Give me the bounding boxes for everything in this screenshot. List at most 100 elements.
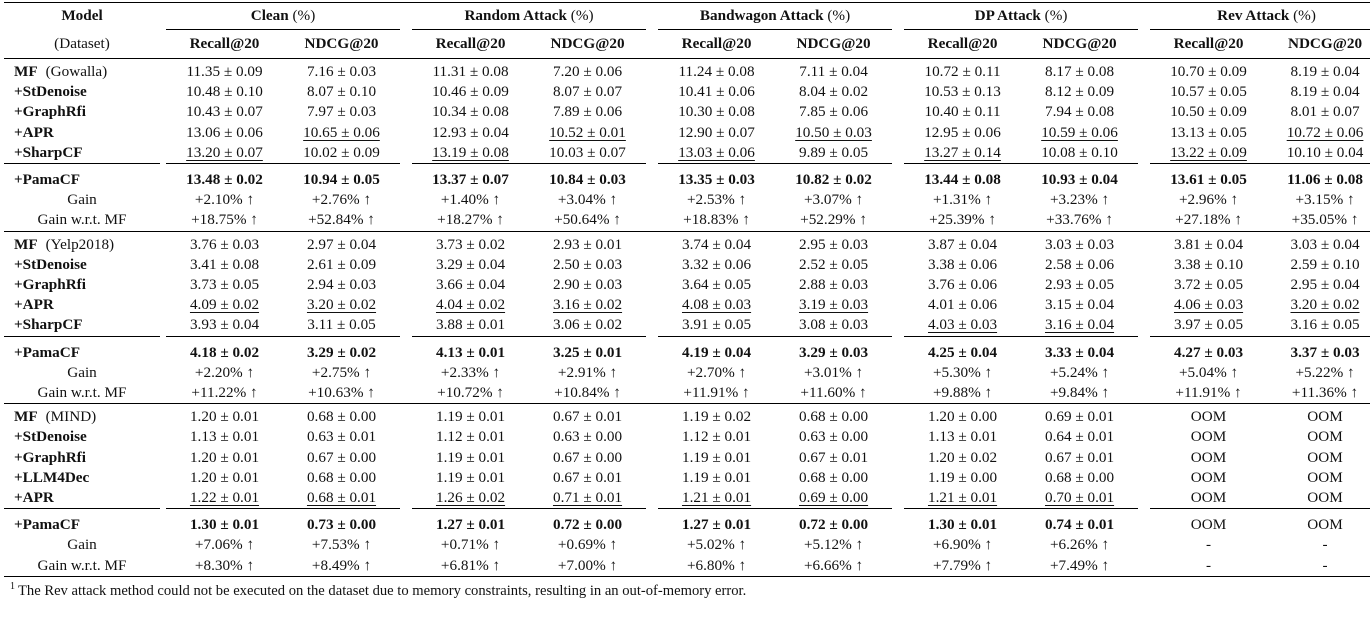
table-cell: 3.03 ± 0.03	[1021, 230, 1139, 255]
cell-value: +5.22% ↑	[1295, 363, 1355, 381]
cell-value: 0.69 ± 0.01	[1044, 408, 1115, 426]
table-cell: 8.07 ± 0.07	[529, 82, 646, 102]
cell-value: 0.63 ± 0.01	[306, 428, 377, 446]
cell-value: +6.90% ↑	[932, 536, 993, 554]
table-cell: 2.50 ± 0.03	[529, 255, 646, 275]
cell-value: 13.44 ± 0.08	[924, 171, 1001, 189]
cell-value: 10.02 ± 0.09	[303, 143, 380, 161]
table-cell: +5.24% ↑	[1021, 363, 1138, 383]
model-cell: MF (MIND)	[4, 403, 160, 428]
table-cell: 10.10 ± 0.04	[1267, 143, 1370, 164]
table-cell: 3.03 ± 0.04	[1267, 230, 1370, 255]
table-cell: 1.13 ± 0.01	[904, 427, 1021, 447]
table-cell: +1.40% ↑	[412, 190, 529, 210]
table-cell: +18.83% ↑	[658, 210, 775, 231]
model-name: +GraphRfi	[14, 276, 86, 294]
cell-value: 10.10 ± 0.04	[1286, 143, 1364, 161]
cell-value: 0.71 ± 0.01	[552, 489, 623, 507]
row-label: Gain w.r.t. MF	[37, 556, 127, 574]
cell-value: 7.85 ± 0.06	[798, 103, 869, 121]
table-cell: 3.20 ± 0.02	[1267, 295, 1370, 315]
table-cell: OOM	[1150, 403, 1268, 428]
table-cell: 13.20 ± 0.07	[166, 143, 283, 164]
cell-value: 0.68 ± 0.00	[1044, 468, 1115, 486]
cell-value: 8.12 ± 0.09	[1044, 83, 1115, 101]
table-cell: 3.29 ± 0.02	[283, 335, 401, 363]
cell-value: 1.27 ± 0.01	[681, 516, 752, 534]
table-cell: 10.84 ± 0.03	[529, 163, 647, 191]
table-cell: 10.70 ± 0.09	[1150, 59, 1267, 83]
cell-value: +8.30% ↑	[194, 556, 255, 574]
table-cell: 12.93 ± 0.04	[412, 123, 529, 143]
model-name: MF	[14, 408, 38, 426]
table-cell: 8.19 ± 0.04	[1267, 59, 1370, 83]
table-cell: 1.20 ± 0.01	[166, 468, 283, 488]
cell-value: 3.87 ± 0.04	[927, 235, 998, 253]
table-cell: +3.15% ↑	[1267, 190, 1370, 210]
model-cell: +PamaCF	[4, 163, 160, 191]
cell-value: 10.94 ± 0.05	[303, 171, 380, 189]
table-cell: 0.67 ± 0.01	[775, 448, 892, 468]
cell-value: 13.06 ± 0.06	[186, 123, 263, 141]
cell-value: +11.91% ↑	[683, 384, 750, 402]
table-cell: 0.64 ± 0.01	[1021, 427, 1138, 447]
cell-value: 0.68 ± 0.00	[306, 468, 377, 486]
table-row: +APR 1.22 ± 0.01 0.68 ± 0.01 1.26 ± 0.02 0.7…	[4, 488, 1370, 509]
table-cell: 3.11 ± 0.05	[283, 315, 400, 336]
table-cell: 10.53 ± 0.13	[904, 82, 1021, 102]
table-cell: +33.76% ↑	[1021, 210, 1138, 231]
table-cell: +10.84% ↑	[529, 383, 646, 404]
table-cell: 7.97 ± 0.03	[283, 102, 400, 122]
table-cell: +0.71% ↑	[412, 535, 529, 555]
table-cell: 10.65 ± 0.06	[283, 123, 400, 143]
model-name: +LLM4Dec	[14, 468, 90, 486]
cell-value: +2.10% ↑	[194, 191, 255, 209]
cell-value: 3.33 ± 0.04	[1044, 343, 1115, 361]
cell-value: OOM	[1307, 408, 1343, 426]
table-cell: 0.68 ± 0.00	[283, 468, 400, 488]
table-cell: +5.04% ↑	[1150, 363, 1267, 383]
cell-value: 4.19 ± 0.04	[681, 343, 752, 361]
table-cell: 10.34 ± 0.08	[412, 102, 529, 122]
table-cell: 0.63 ± 0.00	[529, 427, 646, 447]
table-cell: 0.67 ± 0.01	[529, 468, 646, 488]
table-cell: +3.04% ↑	[529, 190, 646, 210]
table-cell: +0.69% ↑	[529, 535, 646, 555]
cell-value: OOM	[1190, 468, 1227, 486]
cell-value: 3.97 ± 0.05	[1173, 316, 1244, 334]
table-cell: +6.90% ↑	[904, 535, 1021, 555]
table-cell: 0.68 ± 0.01	[283, 488, 400, 509]
table-cell: 13.61 ± 0.05	[1150, 163, 1268, 191]
table-cell: 1.30 ± 0.01	[166, 508, 283, 536]
cell-value: +10.84% ↑	[554, 384, 621, 402]
cell-value: 1.19 ± 0.02	[681, 408, 752, 426]
table-cell: 1.21 ± 0.01	[658, 488, 775, 509]
table-cell: 3.76 ± 0.06	[904, 275, 1021, 295]
table-cell: 3.37 ± 0.03	[1267, 335, 1370, 363]
metric-header-recall: Recall@20	[166, 29, 283, 59]
table-cell: +2.70% ↑	[658, 363, 775, 383]
table-cell: -	[1150, 555, 1268, 577]
cell-value: +6.80% ↑	[686, 556, 747, 574]
cell-value: +7.53% ↑	[311, 536, 372, 554]
table-cell: +8.30% ↑	[166, 555, 283, 577]
cell-value: OOM	[1307, 468, 1343, 486]
table-cell: 13.06 ± 0.06	[166, 123, 283, 143]
cell-value: 8.19 ± 0.04	[1290, 63, 1360, 80]
cell-value: OOM	[1190, 428, 1227, 446]
cell-value: 0.67 ± 0.00	[306, 448, 377, 466]
table-cell: 3.15 ± 0.04	[1021, 295, 1138, 315]
cell-value: 3.38 ± 0.10	[1173, 255, 1244, 273]
model-cell: +SharpCF	[4, 143, 160, 164]
cell-value: 3.25 ± 0.01	[552, 343, 623, 361]
cell-value: 0.72 ± 0.00	[798, 516, 869, 534]
table-cell: +5.30% ↑	[904, 363, 1021, 383]
cell-value: +52.29% ↑	[800, 211, 867, 229]
table-cell: 8.07 ± 0.10	[283, 82, 400, 102]
table-cell: 7.85 ± 0.06	[775, 102, 892, 122]
cell-value: +6.66% ↑	[803, 556, 864, 574]
table-cell: +1.31% ↑	[904, 190, 1021, 210]
table-cell: 0.67 ± 0.00	[529, 448, 646, 468]
cell-value: +5.24% ↑	[1049, 363, 1110, 381]
table-cell: 2.88 ± 0.03	[775, 275, 892, 295]
